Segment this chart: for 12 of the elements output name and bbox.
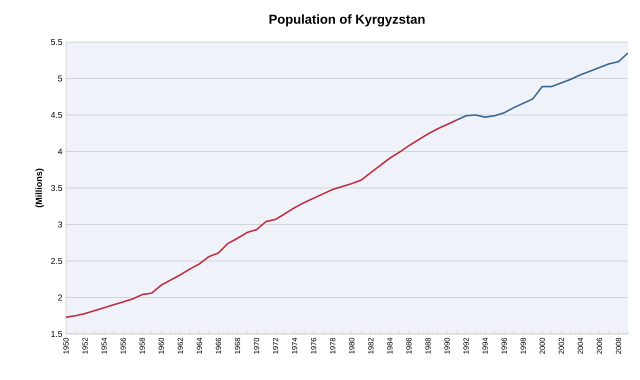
y-tick-label: 1.5 xyxy=(51,331,62,337)
y-tick-label: 3.5 xyxy=(50,184,62,191)
chart-title: Population of Kyrgyzstan xyxy=(270,14,425,26)
y-tick-label: 4.5 xyxy=(50,112,62,118)
y-tick-label: 2 xyxy=(58,294,62,300)
line-series xyxy=(66,119,458,318)
y-tick-label: 3 xyxy=(58,221,62,228)
y-tick-label: 4 xyxy=(58,148,62,154)
y-tick-label: 2.5 xyxy=(51,258,62,264)
y-tick-label: 5.5 xyxy=(51,39,62,45)
y-axis-title: (Millions) xyxy=(35,168,44,208)
y-tick-label: 5 xyxy=(58,76,62,82)
